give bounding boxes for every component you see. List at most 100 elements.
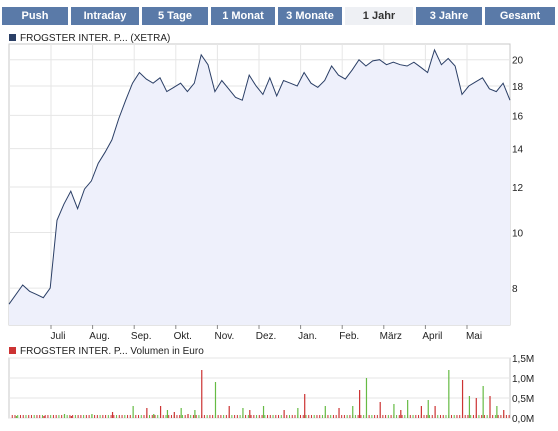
tab-1-monat[interactable]: 1 Monat — [211, 7, 275, 25]
price-x-tick-label: Okt. — [174, 331, 192, 342]
volume-bar — [461, 380, 464, 418]
price-y-tick-label: 20 — [512, 56, 524, 67]
volume-base-bar — [231, 415, 233, 418]
volume-base-bar — [341, 415, 343, 418]
volume-base-bar — [437, 415, 439, 418]
price-y-tick-label: 10 — [512, 228, 524, 239]
volume-base-bar — [25, 415, 27, 418]
tab-5-tage[interactable]: 5 Tage — [142, 7, 208, 25]
volume-base-bar — [127, 415, 129, 418]
volume-bar — [146, 408, 148, 418]
volume-legend-label: FROGSTER INTER. P... Volumen in Euro — [20, 346, 204, 357]
volume-bar — [475, 398, 477, 418]
volume-bar — [448, 370, 450, 418]
volume-base-bar — [481, 415, 483, 418]
volume-bar — [187, 414, 189, 418]
volume-bar — [420, 406, 422, 418]
volume-base-bar — [209, 415, 211, 418]
tab-gesamt[interactable]: Gesamt — [485, 7, 555, 25]
volume-base-bar — [376, 415, 378, 418]
volume-base-bar — [401, 415, 403, 418]
volume-bar — [379, 402, 381, 418]
volume-bar — [70, 416, 72, 418]
volume-base-bar — [96, 415, 98, 418]
volume-base-bar — [327, 415, 329, 418]
volume-base-bar — [105, 415, 107, 418]
price-series-line — [8, 48, 511, 305]
volume-base-bar — [61, 415, 63, 418]
volume-base-bar — [176, 415, 178, 418]
volume-base-bar — [500, 415, 502, 418]
volume-base-bar — [396, 415, 398, 418]
volume-base-bar — [72, 415, 74, 418]
volume-base-bar — [41, 415, 43, 418]
volume-base-bar — [36, 415, 38, 418]
volume-base-bar — [302, 415, 304, 418]
volume-base-bar — [299, 415, 301, 418]
price-y-tick-label: 18 — [512, 82, 524, 93]
volume-base-bar — [483, 415, 485, 418]
volume-base-bar — [83, 415, 85, 418]
volume-bar — [503, 410, 505, 418]
tab-1-jahr[interactable]: 1 Jahr — [345, 7, 413, 25]
volume-base-bar — [305, 415, 307, 418]
volume-base-bar — [239, 415, 241, 418]
price-x-tick-label: Dez. — [256, 331, 277, 342]
volume-y-tick-label: 1,0M — [512, 374, 534, 385]
volume-base-bar — [52, 415, 54, 418]
volume-base-bar — [505, 415, 507, 418]
volume-base-bar — [22, 415, 24, 418]
tab-intraday[interactable]: Intraday — [71, 7, 139, 25]
volume-base-bar — [497, 415, 499, 418]
price-y-tick-label: 14 — [512, 145, 524, 156]
volume-bar — [496, 406, 498, 418]
volume-base-bar — [39, 415, 41, 418]
volume-base-bar — [464, 415, 466, 418]
volume-bar — [359, 390, 361, 418]
tab-push[interactable]: Push — [2, 7, 68, 25]
volume-base-bar — [291, 415, 293, 418]
price-y-tick-label: 16 — [512, 111, 524, 122]
volume-base-bar — [190, 415, 192, 418]
volume-y-tick-label: 1,5M — [512, 354, 534, 365]
volume-base-bar — [110, 415, 112, 418]
volume-base-bar — [272, 415, 274, 418]
volume-base-bar — [85, 415, 87, 418]
volume-base-bar — [77, 415, 79, 418]
tab-3-jahre[interactable]: 3 Jahre — [416, 7, 482, 25]
volume-base-bar — [289, 415, 291, 418]
volume-base-bar — [236, 415, 238, 418]
volume-bar — [159, 406, 162, 418]
volume-legend-swatch — [9, 347, 16, 354]
volume-base-bar — [349, 415, 351, 418]
volume-base-bar — [429, 415, 431, 418]
volume-base-bar — [404, 415, 406, 418]
volume-base-bar — [415, 415, 417, 418]
price-area-fill — [9, 49, 510, 326]
volume-bar — [400, 410, 402, 418]
volume-base-bar — [30, 415, 32, 418]
volume-base-bar — [69, 415, 71, 418]
volume-base-bar — [47, 415, 49, 418]
price-y-tick-label: 12 — [512, 183, 524, 194]
volume-base-bar — [486, 415, 488, 418]
volume-bar — [43, 416, 45, 418]
volume-bar — [338, 408, 340, 418]
volume-base-bar — [138, 415, 140, 418]
volume-base-bar — [223, 415, 225, 418]
volume-bar — [283, 410, 285, 418]
volume-base-bar — [253, 415, 255, 418]
volume-bar — [173, 412, 175, 418]
volume-base-bar — [116, 415, 118, 418]
volume-base-bar — [459, 415, 461, 418]
volume-bar — [393, 404, 395, 418]
price-x-tick-label: Mai — [466, 331, 482, 342]
volume-bar — [228, 406, 230, 418]
tab-3-monate[interactable]: 3 Monate — [278, 7, 342, 25]
volume-base-bar — [88, 415, 90, 418]
volume-base-bar — [203, 415, 205, 418]
volume-bar — [365, 378, 368, 418]
volume-base-bar — [398, 415, 400, 418]
volume-base-bar — [269, 415, 271, 418]
volume-base-bar — [332, 415, 334, 418]
